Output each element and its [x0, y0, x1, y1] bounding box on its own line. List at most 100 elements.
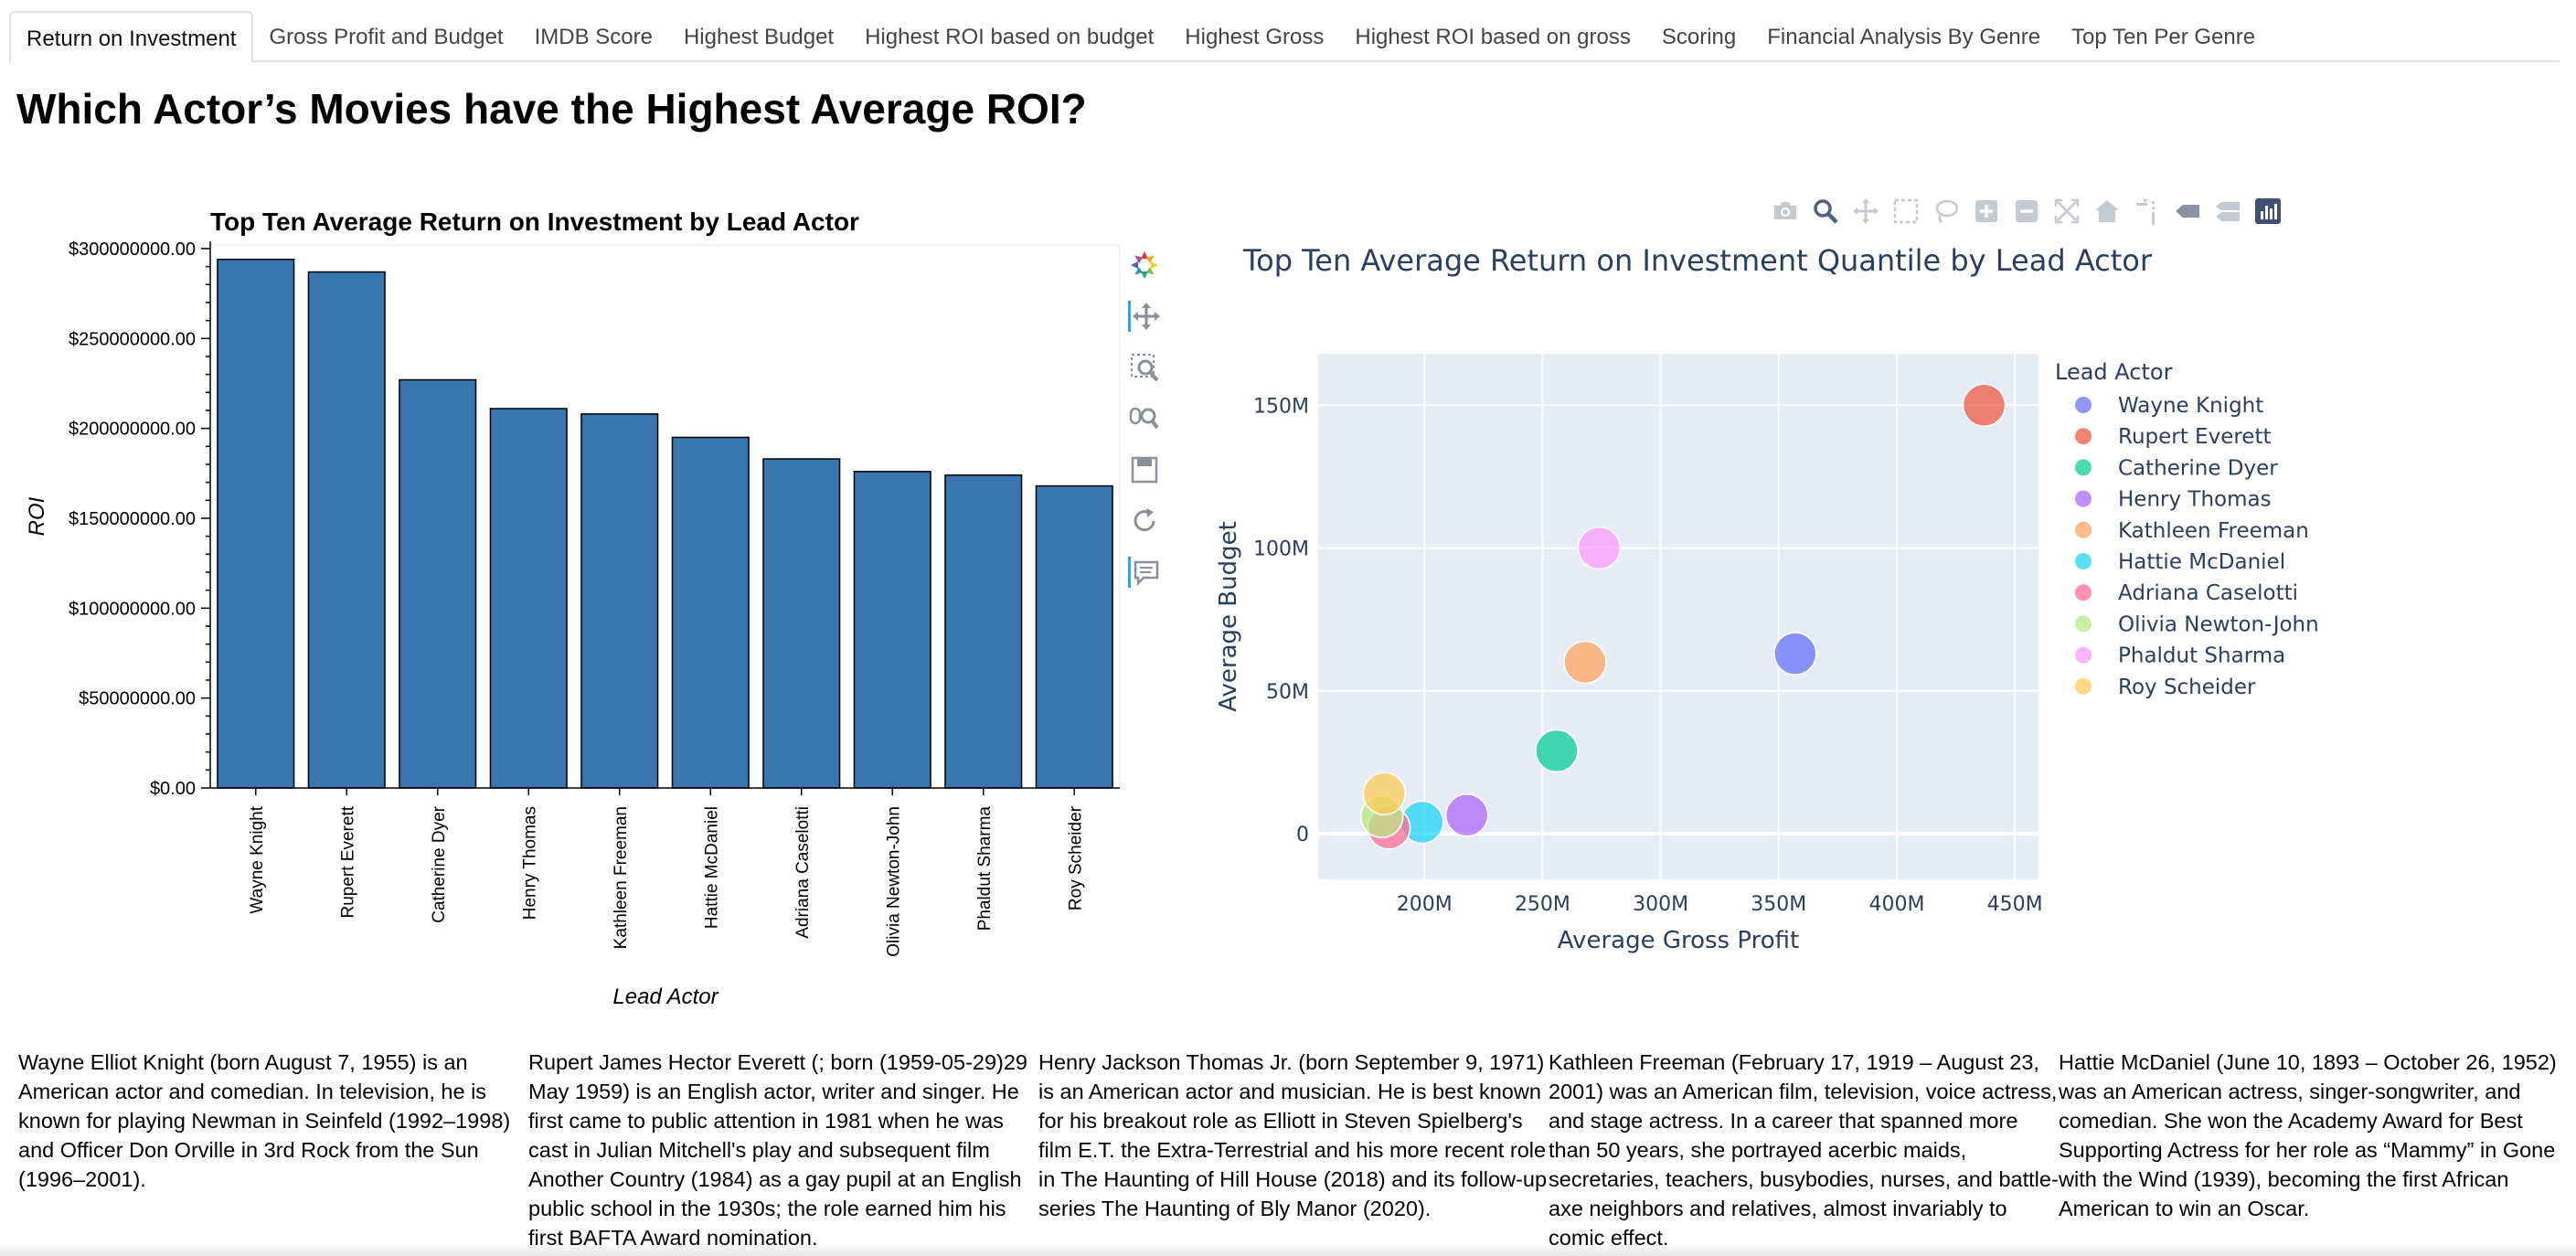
- legend-item[interactable]: Rupert Everett: [2118, 425, 2272, 449]
- tab-highest-gross[interactable]: Highest Gross: [1185, 25, 1325, 49]
- plotly-logo-icon[interactable]: [2254, 197, 2282, 225]
- tab-highest-roi-based-on-gross[interactable]: Highest ROI based on gross: [1355, 25, 1631, 49]
- zoom-in-icon[interactable]: [1973, 197, 2000, 225]
- wheel-zoom-icon[interactable]: [1129, 403, 1160, 434]
- tab-scoring[interactable]: Scoring: [1661, 25, 1737, 49]
- scatter-point[interactable]: [1577, 526, 1622, 570]
- y-tick-label: 150M: [1253, 395, 1309, 418]
- actor-bio: Rupert James Hector Everett (; born (195…: [528, 1050, 1027, 1250]
- scatter-point[interactable]: [1445, 793, 1489, 837]
- bokeh-logo-icon[interactable]: [1129, 250, 1160, 281]
- bar[interactable]: [1035, 484, 1113, 789]
- tab-gross-profit-and-budget[interactable]: Gross Profit and Budget: [269, 25, 504, 49]
- x-tick-label: Catherine Dyer: [430, 805, 449, 922]
- legend-item[interactable]: Catherine Dyer: [2118, 456, 2278, 480]
- x-axis-label: Average Gross Profit: [1558, 927, 1799, 954]
- autoscale-icon[interactable]: [2053, 197, 2081, 225]
- legend-item[interactable]: Hattie McDaniel: [2118, 550, 2285, 574]
- reset-axes-icon[interactable]: [2093, 197, 2121, 225]
- legend-marker[interactable]: [2075, 428, 2092, 445]
- plotly-modebar: [1772, 196, 2294, 227]
- pan-icon[interactable]: [1127, 301, 1162, 332]
- tab-top-ten-per-genre[interactable]: Top Ten Per Genre: [2071, 25, 2256, 49]
- box-zoom-icon[interactable]: [1129, 352, 1160, 383]
- roi-quantile-scatter-chart: Top Ten Average Return on Investment Qua…: [1215, 243, 2319, 954]
- legend-marker[interactable]: [2075, 584, 2092, 601]
- x-tick-label: Roy Scheider: [1066, 805, 1085, 910]
- x-tick-label: Kathleen Freeman: [612, 806, 631, 949]
- tab-financial-analysis-by-genre[interactable]: Financial Analysis By Genre: [1767, 25, 2041, 49]
- legend-marker[interactable]: [2075, 521, 2092, 538]
- scatter-point[interactable]: [1962, 383, 2007, 427]
- tab-highest-budget[interactable]: Highest Budget: [683, 25, 835, 49]
- y-tick-label: 0: [1296, 824, 1309, 846]
- zoom-out-icon[interactable]: [2013, 197, 2040, 225]
- bar[interactable]: [944, 474, 1023, 789]
- camera-icon[interactable]: [1772, 197, 1799, 225]
- bar[interactable]: [853, 471, 931, 789]
- tab-return-on-investment[interactable]: Return on Investment: [9, 11, 254, 64]
- legend-item[interactable]: Henry Thomas: [2118, 488, 2272, 512]
- legend-marker[interactable]: [2075, 646, 2092, 664]
- bar[interactable]: [217, 258, 295, 789]
- legend-marker[interactable]: [2075, 677, 2092, 695]
- scatter-point[interactable]: [1362, 772, 1407, 815]
- scatter-point[interactable]: [1773, 632, 1817, 676]
- actor-bio: Wayne Elliot Knight (born August 7, 1955…: [18, 1050, 511, 1191]
- box-select-icon[interactable]: [1892, 197, 1920, 225]
- actor-bio: Hattie McDaniel (June 10, 1893 – October…: [2059, 1050, 2557, 1220]
- bar[interactable]: [580, 413, 659, 789]
- legend-item[interactable]: Kathleen Freeman: [2118, 519, 2309, 543]
- y-axis-label: Average Budget: [1215, 521, 1242, 712]
- legend-item[interactable]: Wayne Knight: [2118, 394, 2263, 418]
- plot-area[interactable]: [1318, 354, 2038, 879]
- legend-marker[interactable]: [2075, 615, 2092, 633]
- actor-bios: Wayne Elliot Knight (born August 7, 1955…: [18, 1048, 2569, 1252]
- x-tick-label: Olivia Newton-John: [884, 806, 903, 957]
- hover-icon[interactable]: [1127, 557, 1162, 588]
- bar[interactable]: [307, 271, 386, 789]
- legend-item[interactable]: Olivia Newton-John: [2118, 612, 2319, 636]
- legend-title: Lead Actor: [2055, 359, 2173, 385]
- scatter-point[interactable]: [1563, 640, 1607, 685]
- y-tick-label: $0.00: [150, 779, 196, 799]
- y-tick-label: 50M: [1266, 681, 1309, 704]
- legend-item[interactable]: Roy Scheider: [2118, 676, 2256, 699]
- scatter-point[interactable]: [1535, 729, 1579, 773]
- roi-bar-chart: Top Ten Average Return on Investment by …: [25, 208, 1121, 1009]
- x-tick-label: 400M: [1868, 893, 1924, 916]
- pan-icon[interactable]: [1852, 197, 1879, 225]
- legend-marker[interactable]: [2075, 553, 2092, 569]
- actor-bio: Kathleen Freeman (February 17, 1919 – Au…: [1549, 1050, 2059, 1250]
- save-icon[interactable]: [1129, 454, 1160, 485]
- bar[interactable]: [489, 408, 568, 789]
- bar[interactable]: [762, 458, 841, 789]
- bar[interactable]: [399, 378, 477, 789]
- bar[interactable]: [671, 436, 750, 789]
- x-tick-label: Phaldut Sharma: [975, 806, 995, 931]
- legend-item[interactable]: Adriana Caselotti: [2118, 581, 2298, 605]
- x-tick-label: 250M: [1515, 893, 1570, 916]
- y-axis-label: ROI: [25, 496, 49, 536]
- tab-imdb-score[interactable]: IMDB Score: [534, 25, 653, 49]
- tab-highest-roi-based-on-budget[interactable]: Highest ROI based on budget: [865, 25, 1155, 49]
- toggle-spike-lines-icon[interactable]: [2134, 197, 2161, 225]
- y-tick-label: $150000000.00: [69, 509, 196, 529]
- x-tick-label: Rupert Everett: [338, 805, 357, 918]
- x-tick-label: 300M: [1633, 893, 1688, 916]
- compare-data-icon[interactable]: [2214, 197, 2241, 225]
- zoom-icon[interactable]: [1812, 197, 1839, 225]
- reset-icon[interactable]: [1129, 506, 1160, 537]
- legend-marker[interactable]: [2075, 490, 2092, 507]
- x-tick-label: 450M: [1987, 893, 2043, 916]
- x-tick-label: Henry Thomas: [520, 806, 539, 920]
- x-tick-label: 350M: [1751, 893, 1806, 916]
- x-tick-label: 200M: [1397, 893, 1453, 916]
- legend-marker[interactable]: [2075, 459, 2092, 476]
- show-closest-icon[interactable]: [2174, 197, 2201, 225]
- y-tick-label: $300000000.00: [69, 239, 196, 260]
- lasso-select-icon[interactable]: [1932, 197, 1960, 225]
- page-title: Which Actor’s Movies have the Highest Av…: [16, 85, 1087, 133]
- legend-marker[interactable]: [2075, 397, 2092, 413]
- legend-item[interactable]: Phaldut Sharma: [2118, 644, 2285, 668]
